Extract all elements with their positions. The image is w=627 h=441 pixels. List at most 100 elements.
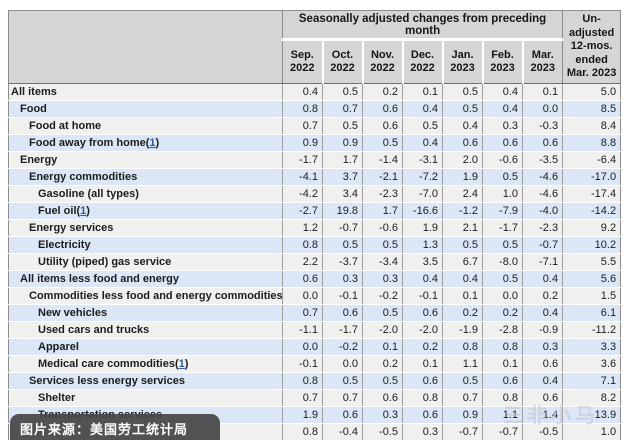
header-row-group: Seasonally adjusted changes from precedi…: [8, 10, 621, 84]
cell-value: 0.6: [482, 372, 523, 390]
row-label: Energy: [8, 151, 283, 169]
column-header-nov-2022: Nov. 2022: [362, 39, 404, 84]
cell-value: 0.6: [362, 389, 403, 407]
cell-value: 8.5: [562, 100, 621, 118]
cell-value: 0.5: [442, 372, 483, 390]
cell-value: 7.1: [562, 372, 621, 390]
table-row: Fuel oil(1) -2.7 19.8 1.7 -16.6 -1.2 -7.9 -4.0-…: [8, 202, 621, 220]
cell-value: 2.0: [442, 151, 483, 169]
cell-value: 0.9: [442, 406, 483, 424]
header-row-months: Sep. 2022 Oct. 2022 Nov. 2022 Dec. 2022 Jan.…: [9, 39, 621, 84]
footnote-link[interactable]: 1: [149, 137, 156, 149]
footnote-link[interactable]: 1: [80, 205, 87, 217]
cell-value: 0.5: [362, 134, 403, 152]
table-row: Food at home 0.7 0.5 0.6 0.5 0.4 0.3 -0.3 8.4: [8, 117, 621, 135]
cell-value: 0.5: [402, 117, 443, 135]
row-label: Used cars and trucks: [8, 321, 283, 339]
cell-value: 1.0: [562, 423, 621, 441]
cell-value: -14.2: [562, 202, 621, 220]
row-label: Food: [8, 100, 283, 118]
cell-value: -0.1: [402, 287, 443, 305]
unadjusted-column-header: Un- adjusted 12-mos. ended Mar. 2023: [562, 10, 621, 84]
cell-value: -1.9: [442, 321, 483, 339]
cell-value: -0.7: [442, 423, 483, 441]
cell-value: 0.3: [322, 270, 363, 288]
row-label: Energy services: [8, 219, 283, 237]
row-label-text: Food away from home: [29, 137, 146, 149]
table-row: All items less food and energy 0.6 0.3 0.3 0…: [8, 270, 621, 288]
row-label-text: Used cars and trucks: [38, 324, 150, 336]
cell-value: -4.6: [521, 185, 563, 203]
cell-value: -0.5: [362, 423, 403, 441]
cell-value: 0.5: [322, 117, 363, 135]
cell-value: 2.4: [442, 185, 483, 203]
cell-value: 0.9: [322, 134, 363, 152]
cell-value: 1.7: [322, 151, 363, 169]
cell-value: 1.4: [521, 406, 563, 424]
table-row: Energy commodities -4.1 3.7 -2.1 -7.2 1.9 0.5-…: [8, 168, 621, 186]
row-label-text: Food: [20, 103, 47, 115]
cell-value: -7.0: [402, 185, 443, 203]
table-row: Food away from home(1) 0.9 0.9 0.5 0.4 0.6 0.6…: [8, 134, 621, 152]
row-label: Electricity: [8, 236, 283, 254]
cell-value: 0.1: [482, 355, 523, 373]
cell-value: 0.5: [482, 168, 523, 186]
cell-value: -1.7: [282, 151, 323, 169]
row-label: All items: [8, 83, 283, 101]
cell-value: 10.2: [562, 236, 621, 254]
cell-value: -0.7: [482, 423, 523, 441]
column-header-oct-2022: Oct. 2022: [322, 39, 364, 84]
cell-value: 19.8: [322, 202, 363, 220]
cell-value: -7.2: [402, 168, 443, 186]
cell-value: 0.6: [362, 100, 403, 118]
cell-value: 3.5: [402, 253, 443, 271]
cell-value: -0.5: [521, 423, 563, 441]
row-label-text: Energy: [20, 154, 58, 166]
cell-value: 0.8: [282, 372, 323, 390]
stub-header-cell: [8, 10, 283, 84]
cpi-table: Seasonally adjusted changes from precedi…: [8, 10, 622, 441]
table-row: All items 0.4 0.5 0.2 0.1 0.5 0.4 0.1 5.0: [8, 83, 621, 101]
cell-value: -4.1: [282, 168, 323, 186]
cell-value: -0.6: [482, 151, 523, 169]
cell-value: 0.6: [402, 372, 443, 390]
column-header-dec-2022: Dec. 2022: [402, 39, 444, 84]
cell-value: 3.4: [322, 185, 363, 203]
cell-value: 0.5: [322, 372, 363, 390]
cell-value: 0.1: [402, 83, 443, 101]
cell-value: 0.4: [282, 83, 323, 101]
cell-value: 0.8: [282, 100, 323, 118]
cell-value: -7.9: [482, 202, 523, 220]
row-label: Food away from home(1): [8, 134, 283, 152]
row-label: Commodities less food and energy commodi…: [8, 287, 283, 305]
cell-value: 0.3: [402, 423, 443, 441]
cell-value: -17.4: [562, 185, 621, 203]
column-header-feb-2023: Feb. 2023: [482, 39, 524, 84]
cell-value: 0.4: [402, 134, 443, 152]
cell-value: 0.1: [402, 355, 443, 373]
table-row: Services less energy services 0.8 0.5 0.5 0.…: [8, 372, 621, 390]
cell-value: -8.0: [482, 253, 523, 271]
cell-value: -0.3: [521, 117, 563, 135]
cell-value: 0.0: [322, 355, 363, 373]
cell-value: 1.1: [442, 355, 483, 373]
cell-value: -16.6: [402, 202, 443, 220]
cell-value: 0.4: [482, 100, 523, 118]
cell-value: 0.9: [282, 134, 323, 152]
cell-value: -7.1: [521, 253, 563, 271]
cell-value: -3.7: [322, 253, 363, 271]
footnote-link[interactable]: 1: [178, 358, 185, 370]
cell-value: 8.8: [562, 134, 621, 152]
cell-value: 1.3: [402, 236, 443, 254]
row-label-text: Services less energy services: [29, 375, 185, 387]
cell-value: 0.4: [402, 100, 443, 118]
cell-value: 0.5: [442, 236, 483, 254]
cell-value: 6.1: [562, 304, 621, 322]
cell-value: 0.6: [402, 406, 443, 424]
cell-value: 0.8: [482, 338, 523, 356]
cell-value: 0.7: [322, 389, 363, 407]
cell-value: 8.2: [562, 389, 621, 407]
cell-value: 0.0: [282, 338, 323, 356]
cell-value: 13.9: [562, 406, 621, 424]
cell-value: 0.6: [521, 355, 563, 373]
